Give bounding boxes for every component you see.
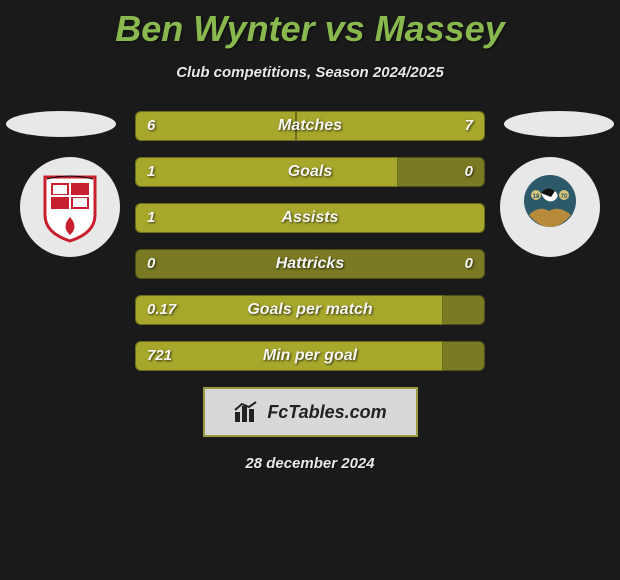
stat-row: Goals1 0 xyxy=(135,157,485,187)
stat-label: Goals xyxy=(135,157,485,187)
stat-label: Matches xyxy=(135,111,485,141)
stat-row: Hattricks0 0 xyxy=(135,249,485,279)
stat-value-right: 0 xyxy=(453,157,485,187)
stat-label: Min per goal xyxy=(135,341,485,371)
stat-value-left: 1 xyxy=(135,203,167,233)
stat-value-left: 1 xyxy=(135,157,167,187)
brand-box: FcTables.com xyxy=(203,387,418,437)
stat-value-left: 0.17 xyxy=(135,295,188,325)
brand-text: FcTables.com xyxy=(267,402,386,423)
woking-crest-icon xyxy=(41,171,99,243)
stat-value-left: 6 xyxy=(135,111,167,141)
left-ellipse-decor xyxy=(6,111,116,137)
footer-date: 28 december 2024 xyxy=(0,455,620,472)
svg-text:18: 18 xyxy=(533,194,540,200)
stat-value-right: 0 xyxy=(453,249,485,279)
stat-label: Assists xyxy=(135,203,485,233)
bars-chart-icon xyxy=(233,400,261,424)
stat-value-right: 7 xyxy=(453,111,485,141)
comparison-chart: 18 70 Matches67Goals10Assists1Hattricks0… xyxy=(0,111,620,371)
stat-row: Min per goal721 xyxy=(135,341,485,371)
stat-row: Matches6 7 xyxy=(135,111,485,141)
stat-label: Hattricks xyxy=(135,249,485,279)
left-team-badge xyxy=(20,157,120,257)
stat-row: Goals per match0.17 xyxy=(135,295,485,325)
page-title: Ben Wynter vs Massey xyxy=(0,0,620,50)
right-ellipse-decor xyxy=(504,111,614,137)
stat-bars: Matches67Goals10Assists1Hattricks00Goals… xyxy=(135,111,485,371)
magpie-crest-icon: 18 70 xyxy=(521,171,579,243)
page-subtitle: Club competitions, Season 2024/2025 xyxy=(0,64,620,81)
stat-row: Assists1 xyxy=(135,203,485,233)
svg-text:70: 70 xyxy=(561,194,568,200)
stat-value-left: 721 xyxy=(135,341,184,371)
stat-value-left: 0 xyxy=(135,249,167,279)
right-team-badge: 18 70 xyxy=(500,157,600,257)
